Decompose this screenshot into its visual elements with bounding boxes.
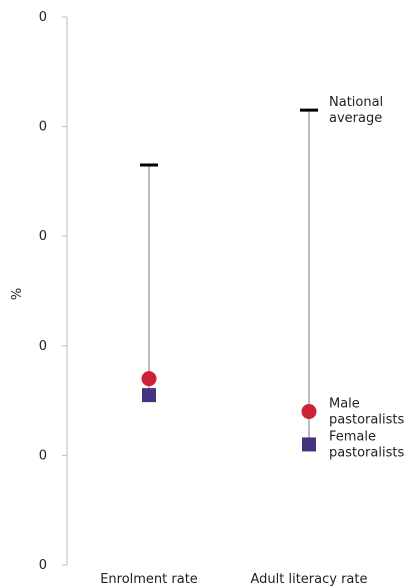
legend-label: Male pastoralists (329, 397, 404, 428)
x-category-label: Enrolment rate (100, 572, 198, 587)
range-lines (148, 110, 310, 445)
y-tick-label: 0 (39, 448, 47, 463)
x-category-label: Adult literacy rate (250, 572, 367, 587)
data-marks (140, 108, 318, 452)
legend-label-line: National (329, 95, 383, 110)
y-axis-title: % (10, 288, 25, 300)
data-point-circle (141, 371, 157, 387)
legend-label-line: pastoralists (329, 413, 404, 428)
legend-label-line: average (329, 111, 382, 126)
data-point-square (142, 388, 156, 403)
y-tick-label: 0 (39, 558, 47, 573)
y-tick-label: 0 (39, 339, 47, 354)
legend-label-line: Female (329, 429, 376, 444)
y-tick-label: 0 (39, 10, 47, 25)
axes (62, 16, 68, 566)
data-point-circle (301, 404, 317, 420)
labels: 0 0 0 0 0 0% Enrolment rate Adult literacy rate… (10, 10, 404, 587)
legend-label: Female pastoralists (329, 429, 404, 460)
legend-label-line: pastoralists (329, 445, 404, 460)
y-tick-label: 0 (39, 120, 47, 135)
data-point-square (302, 437, 316, 452)
y-tick-label: 0 (39, 229, 47, 244)
legend-label: National average (329, 95, 383, 126)
legend-label-line: Male (329, 397, 360, 412)
